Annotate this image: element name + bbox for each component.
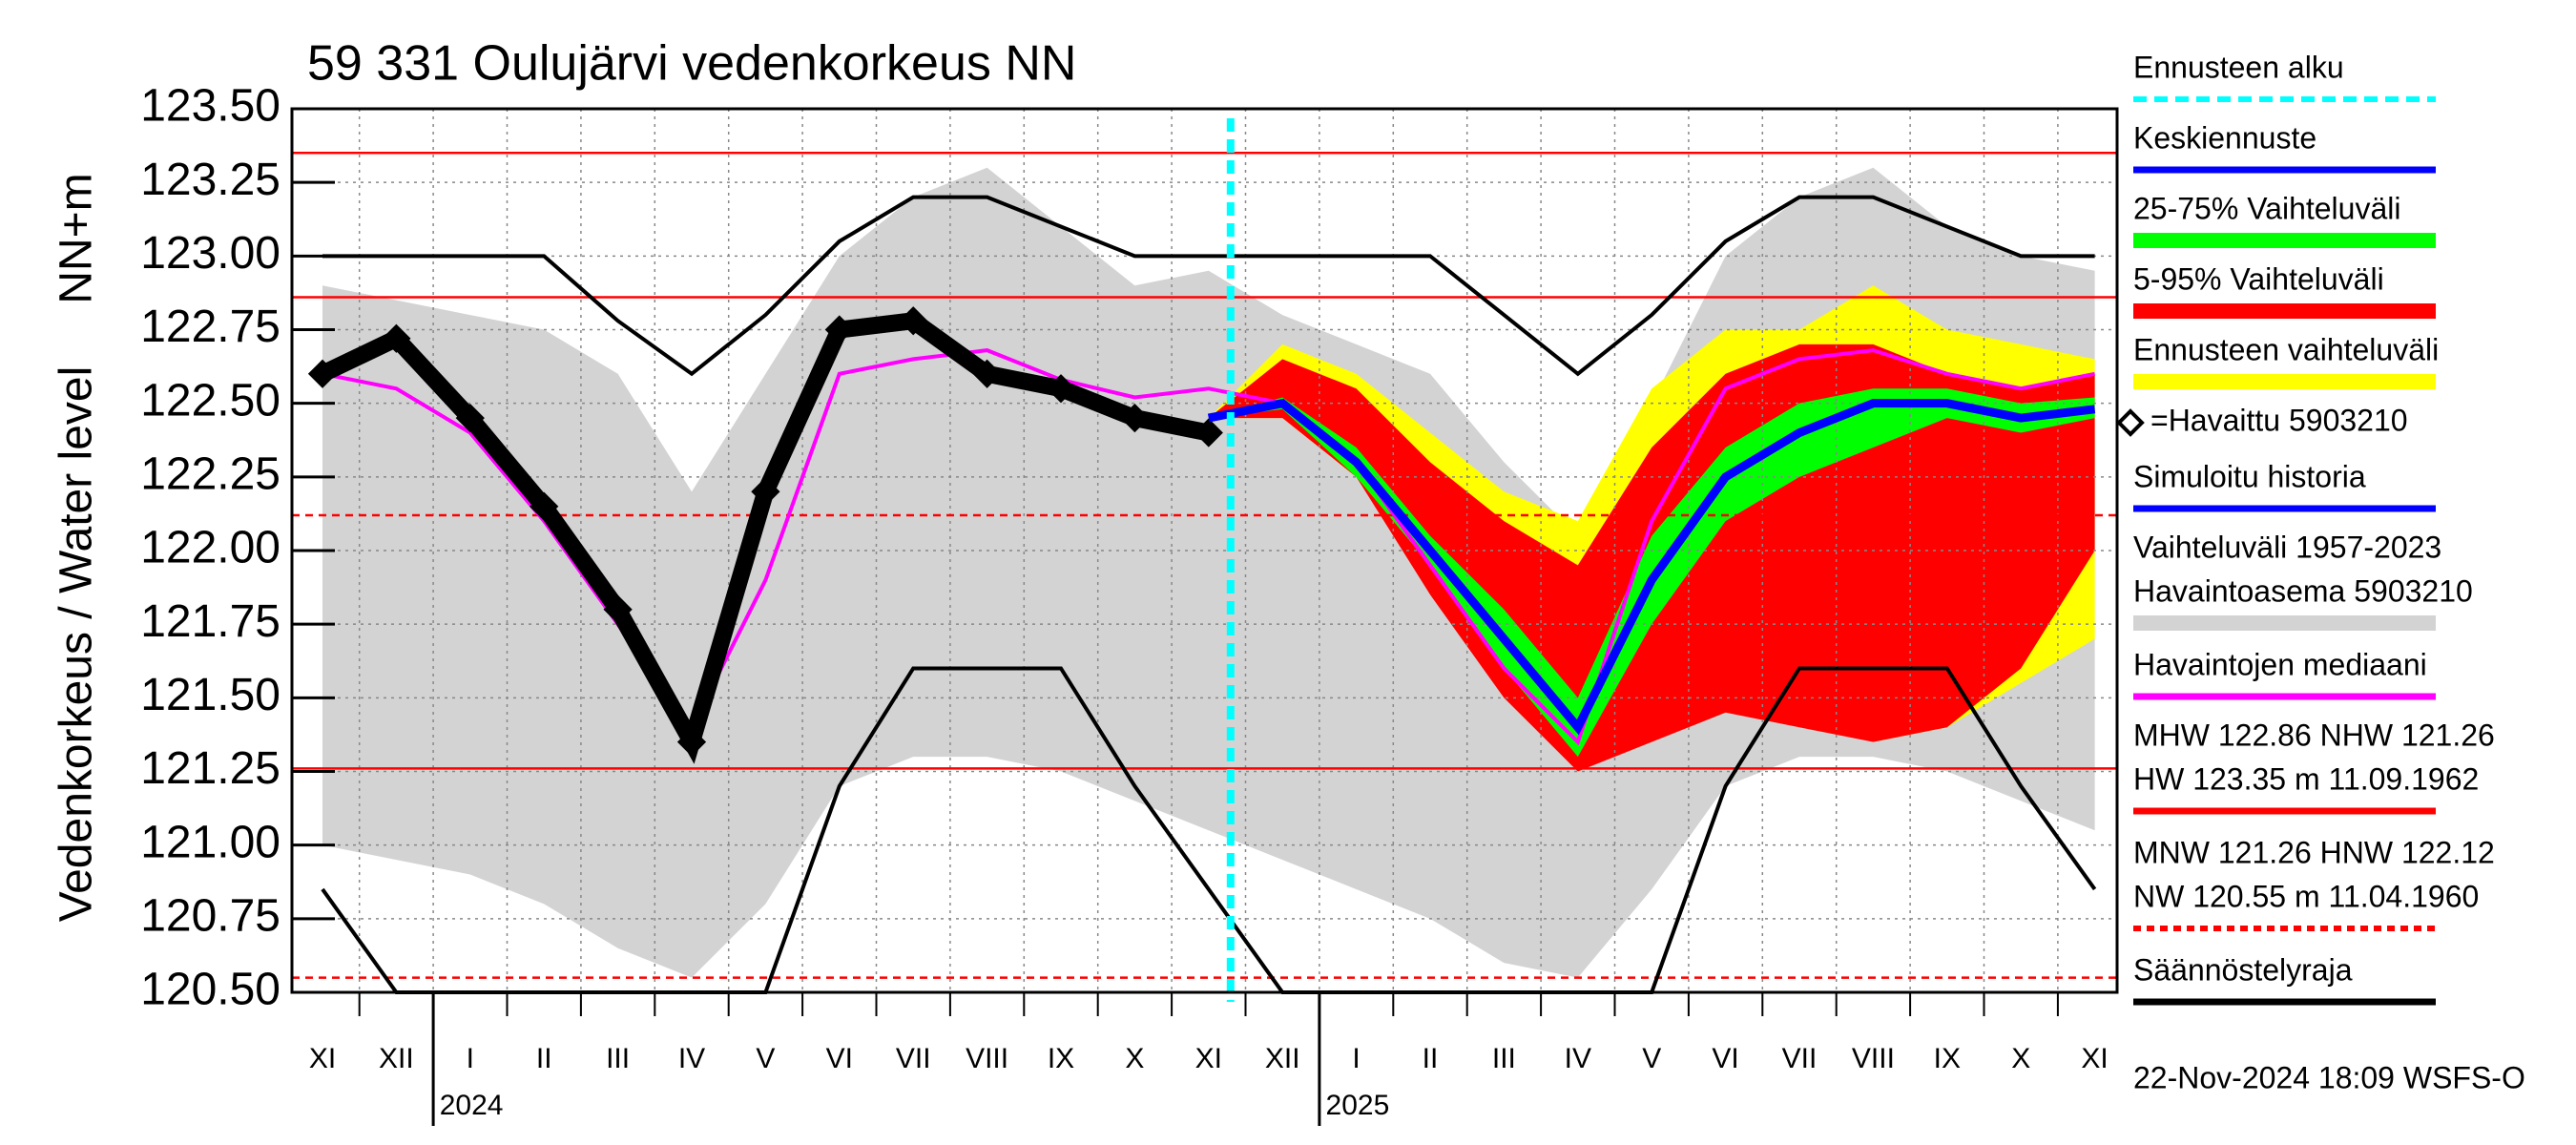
x-tick-label: VII: [1782, 1043, 1818, 1074]
y-tick-label: 120.50: [140, 965, 280, 1015]
legend-label: MHW 122.86 NHW 121.26: [2133, 718, 2495, 752]
year-label: 2025: [1326, 1090, 1390, 1121]
y-tick-label: 121.25: [140, 743, 280, 794]
legend-label: Havaintojen mediaani: [2133, 647, 2427, 681]
observed-marker: [676, 727, 707, 757]
x-tick-label: V: [1642, 1043, 1661, 1074]
x-tick-label: X: [2011, 1043, 2030, 1074]
y-tick-label: 122.50: [140, 375, 280, 426]
band-area: [322, 167, 2095, 978]
x-tick-label: V: [756, 1043, 775, 1074]
observed-marker: [899, 306, 928, 336]
observed-marker: [530, 491, 559, 521]
y-unit-label: NN+m: [52, 173, 102, 303]
observed-marker: [1194, 418, 1223, 448]
x-tick-label: XII: [1265, 1043, 1300, 1074]
x-tick-label: IV: [678, 1043, 705, 1074]
limit-upper: [322, 195, 2095, 377]
x-tick-label: IX: [1934, 1043, 1961, 1074]
x-tick-label: X: [1125, 1043, 1144, 1074]
timestamp: 22-Nov-2024 18:09 WSFS-O: [2133, 1060, 2525, 1094]
x-tick-label: I: [467, 1043, 474, 1074]
legend-label: Ennusteen vaihteluväli: [2133, 332, 2439, 366]
observed-marker: [603, 594, 633, 624]
legend-label: Simuloitu historia: [2133, 459, 2366, 493]
series-line: [1207, 398, 2096, 736]
x-tick-label: III: [1492, 1043, 1516, 1074]
observed-marker: [751, 477, 780, 507]
x-tick-label: VIII: [1852, 1043, 1895, 1074]
x-tick-label: II: [1423, 1043, 1439, 1074]
x-tick-label: XI: [309, 1043, 336, 1074]
observed-marker: [1046, 374, 1076, 404]
observed-marker: [972, 359, 1002, 388]
observed-marker: [824, 315, 854, 344]
x-tick-label: IV: [1565, 1043, 1591, 1074]
y-tick-label: 121.00: [140, 817, 280, 867]
observed-marker: [455, 403, 485, 433]
y-tick-label: 122.00: [140, 523, 280, 573]
x-tick-label: XI: [2081, 1043, 2108, 1074]
y-tick-label: 121.75: [140, 596, 280, 647]
y-tick-label: 120.75: [140, 891, 280, 942]
plot-frame: [290, 107, 2119, 994]
legend-label: =Havaittu 5903210: [2150, 403, 2408, 437]
chart-title: 59 331 Oulujärvi vedenkorkeus NN: [307, 36, 1076, 92]
legend-label: 25-75% Vaihteluväli: [2133, 191, 2400, 225]
y-tick-label: 121.50: [140, 670, 280, 720]
legend-label: 5-95% Vaihteluväli: [2133, 261, 2384, 296]
observed-marker: [382, 323, 411, 353]
x-tick-label: I: [1352, 1043, 1360, 1074]
x-tick-label: XII: [379, 1043, 414, 1074]
y-tick-label: 123.00: [140, 228, 280, 279]
x-tick-label: VIII: [966, 1043, 1008, 1074]
y-tick-label: 123.50: [140, 81, 280, 132]
x-tick-label: XI: [1195, 1043, 1222, 1074]
legend-label: Säännöstelyraja: [2133, 952, 2353, 987]
y-tick-label: 122.25: [140, 449, 280, 500]
observed-marker: [1120, 403, 1150, 433]
legend-label: Ennusteen alku: [2133, 50, 2344, 84]
legend-label: Keskiennuste: [2133, 120, 2316, 155]
legend-marker: [2116, 408, 2145, 437]
x-tick-label: III: [606, 1043, 630, 1074]
y-tick-label: 122.75: [140, 302, 280, 352]
x-tick-label: IX: [1048, 1043, 1074, 1074]
legend-label: NW 120.55 m 11.04.1960: [2133, 879, 2479, 913]
x-tick-label: II: [536, 1043, 552, 1074]
legend-label: Vaihteluväli 1957-2023: [2133, 530, 2441, 564]
x-tick-label: VI: [1712, 1043, 1738, 1074]
x-tick-label: VII: [896, 1043, 931, 1074]
year-label: 2024: [440, 1090, 504, 1121]
y-tick-label: 123.25: [140, 155, 280, 205]
y-axis-label: Vedenkorkeus / Water level: [52, 366, 102, 923]
legend-label: MNW 121.26 HNW 122.12: [2133, 835, 2495, 869]
legend-label: HW 123.35 m 11.09.1962: [2133, 761, 2479, 796]
observed-marker: [307, 359, 338, 388]
legend-label: Havaintoasema 5903210: [2133, 573, 2473, 608]
x-tick-label: VI: [826, 1043, 853, 1074]
